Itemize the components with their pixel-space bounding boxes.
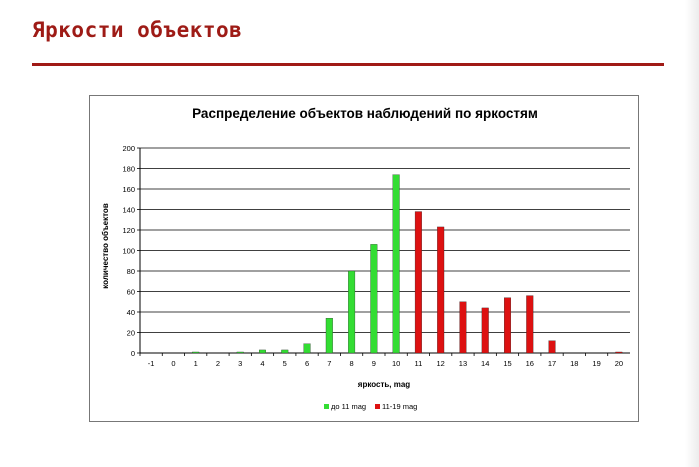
y-tick-label: 120 [122,226,135,235]
y-tick-label: 80 [127,267,135,276]
bar [303,343,311,354]
legend-label: 11-19 mag [382,402,417,411]
chart-title: Распределение объектов наблюдений по ярк… [192,106,538,121]
y-tick-label: 0 [131,349,135,358]
x-axis-label: яркость, mag [358,380,411,389]
chart-frame: Распределение объектов наблюдений по ярк… [89,95,639,422]
x-tick-label: 10 [392,359,400,368]
legend-swatch [375,404,380,409]
bar [504,297,511,354]
y-tick-label: 100 [122,247,135,256]
y-axis-ticks: 0 20 40 60 80 100 120 140 160 180 200 [122,144,140,358]
y-tick-label: 200 [122,144,135,153]
page-edge-shadow [685,0,699,467]
bar [548,340,556,354]
legend-swatch [324,404,329,409]
x-tick-label: 13 [459,359,467,368]
x-tick-label: 2 [216,359,220,368]
x-tick-label: 7 [327,359,331,368]
x-tick-label: 4 [260,359,264,368]
bar [370,244,378,354]
y-tick-label: 140 [122,206,135,215]
bar [526,295,534,354]
y-tick-label: 160 [122,185,135,194]
x-tick-label: 20 [615,359,623,368]
bar [459,301,467,354]
x-tick-label: 15 [503,359,511,368]
x-tick-label: 9 [372,359,376,368]
x-tick-label: -1 [148,359,155,368]
y-tick-label: 40 [127,308,135,317]
y-tick-label: 60 [127,288,135,297]
bar [259,349,266,354]
bars [192,174,623,354]
legend: до 11 mag 11-19 mag [324,402,417,411]
bar [325,317,333,354]
bar [615,351,623,354]
title-underline [32,63,664,66]
slide-title: Яркости объектов [32,18,243,42]
legend-label: до 11 mag [331,402,366,411]
x-tick-label: 16 [526,359,534,368]
x-tick-label: 17 [548,359,556,368]
y-tick-label: 20 [127,329,135,338]
bar [236,351,244,354]
x-tick-label: 8 [350,359,354,368]
bar [414,211,422,354]
x-tick-label: 3 [238,359,242,368]
x-tick-label: 14 [481,359,489,368]
x-axis-ticks: -1 0 1 2 3 4 5 6 7 8 9 10 11 12 13 14 15 16 17 18 19 20 [139,353,623,368]
bar [348,270,356,354]
x-tick-label: 1 [194,359,198,368]
bar [481,307,489,354]
x-tick-label: 12 [437,359,445,368]
bar [281,349,289,354]
x-tick-label: 18 [570,359,578,368]
grid-lines [139,147,630,354]
x-tick-label: 6 [305,359,309,368]
x-tick-label: 11 [415,359,423,368]
bar [437,226,445,354]
y-tick-label: 180 [122,165,135,174]
brightness-distribution-chart: Распределение объектов наблюдений по ярк… [101,106,630,411]
x-tick-label: 5 [283,359,287,368]
bar [392,174,400,354]
x-tick-label: 0 [171,359,175,368]
bar [192,351,200,354]
x-tick-label: 19 [592,359,600,368]
y-axis-label: количество объектов [101,203,110,289]
